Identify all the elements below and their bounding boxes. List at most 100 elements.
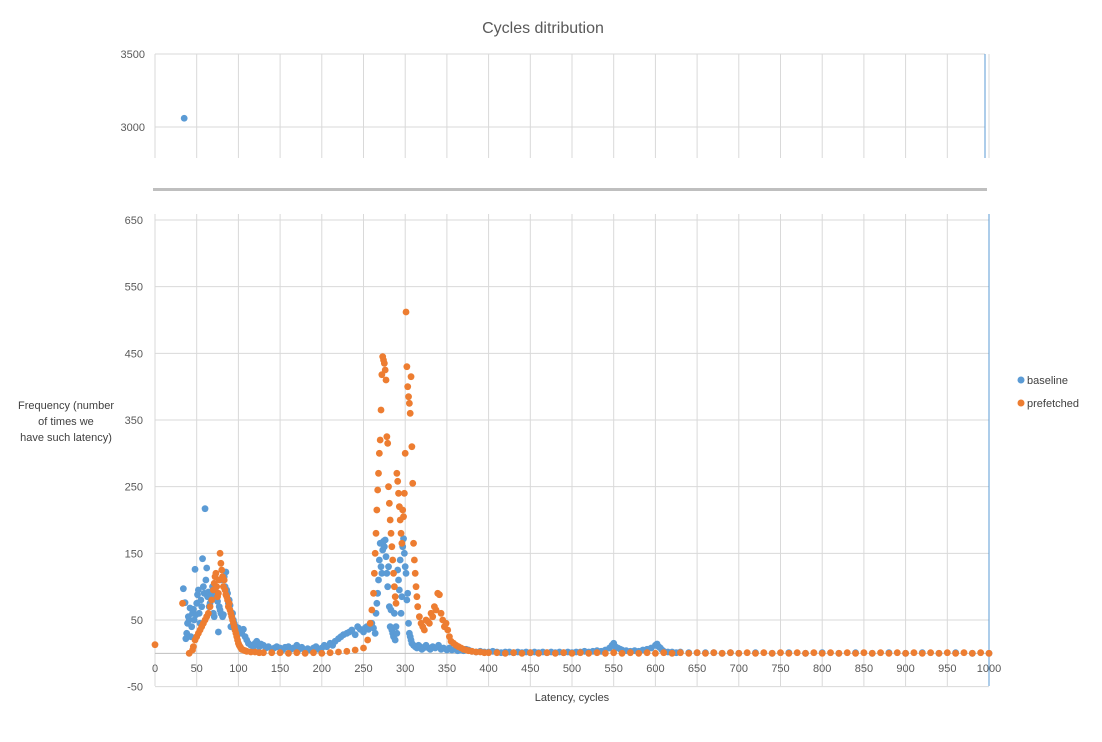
- scatter-point-prefetched: [389, 556, 397, 564]
- scatter-point-baseline: [195, 609, 203, 617]
- scatter-point-prefetched: [576, 649, 584, 657]
- scatter-point-prefetched: [510, 649, 518, 657]
- scatter-point-prefetched: [501, 649, 509, 657]
- scatter-point-prefetched: [413, 593, 421, 601]
- scatter-point-prefetched: [399, 506, 407, 514]
- scatter-point-prefetched: [285, 649, 292, 657]
- y-axis-label-line-2: of times we: [38, 416, 94, 428]
- scatter-point-prefetched: [442, 619, 450, 627]
- scatter-point-prefetched: [635, 649, 643, 657]
- scatter-point-prefetched: [301, 649, 309, 657]
- scatter-point-baseline: [188, 623, 196, 631]
- scatter-point-baseline: [383, 569, 391, 577]
- scatter-point-prefetched: [385, 483, 392, 491]
- scatter-point-prefetched: [660, 649, 668, 657]
- scatter-point-prefetched: [960, 649, 968, 657]
- scatter-point-prefetched: [977, 649, 985, 657]
- scatter-point-prefetched: [398, 539, 406, 547]
- scatter-point-baseline: [180, 114, 188, 122]
- x-axis-label: Latency, cycles: [535, 692, 610, 704]
- scatter-point-prefetched: [410, 539, 417, 547]
- scatter-point-baseline: [381, 536, 389, 544]
- scatter-point-prefetched: [213, 583, 221, 591]
- scatter-point-prefetched: [401, 449, 409, 457]
- scatter-point-prefetched: [375, 449, 383, 457]
- scatter-point-prefetched: [383, 433, 391, 441]
- y-tick-label: -50: [127, 682, 143, 694]
- scatter-point-baseline: [240, 625, 247, 633]
- scatter-point-prefetched: [375, 469, 382, 477]
- scatter-point-prefetched: [518, 649, 526, 657]
- scatter-point-baseline: [396, 556, 404, 564]
- scatter-point-prefetched: [425, 619, 433, 627]
- scatter-point-baseline: [380, 543, 388, 551]
- scatter-point-baseline: [197, 596, 205, 604]
- y-tick-labels: 3000 3500 -50 50 150 250 350 450 550 650: [121, 49, 145, 694]
- scatter-point-baseline: [214, 628, 222, 636]
- scatter-point-prefetched: [432, 606, 440, 614]
- scatter-point-prefetched: [400, 489, 408, 497]
- scatter-point-prefetched: [415, 613, 423, 621]
- scatter-point-prefetched: [585, 649, 593, 657]
- scatter-point-prefetched: [384, 439, 392, 447]
- scatter-point-prefetched: [493, 649, 501, 657]
- scatter-point-prefetched: [710, 649, 718, 657]
- legend: baseline prefetched: [1017, 375, 1079, 410]
- scatter-point-prefetched: [985, 649, 993, 657]
- scatter-point-baseline: [395, 586, 403, 594]
- scatter-point-baseline: [191, 565, 199, 573]
- y-tick-label: 450: [125, 348, 143, 360]
- scatter-point-prefetched: [760, 649, 768, 657]
- scatter-point-prefetched: [693, 649, 701, 657]
- scatter-point-prefetched: [368, 606, 376, 614]
- scatter-point-prefetched: [381, 366, 389, 374]
- scatter-point-prefetched: [351, 646, 359, 654]
- scatter-point-prefetched: [868, 649, 876, 657]
- x-tick-label: 950: [938, 663, 956, 675]
- scatter-point-prefetched: [952, 649, 960, 657]
- scatter-point-prefetched: [411, 569, 419, 577]
- scatter-point-prefetched: [404, 383, 412, 391]
- scatter-point-prefetched: [390, 569, 397, 577]
- scatter-point-baseline: [375, 556, 383, 564]
- scatter-point-baseline: [382, 553, 390, 561]
- lower-panel-grid: [154, 214, 990, 688]
- scatter-point-baseline: [371, 629, 379, 637]
- scatter-point-prefetched: [818, 649, 826, 657]
- scatter-point-baseline: [199, 555, 206, 563]
- scatter-point-prefetched: [543, 649, 551, 657]
- x-tick-label: 50: [191, 663, 203, 675]
- scatter-point-prefetched: [885, 649, 893, 657]
- scatter-point-prefetched: [852, 649, 859, 657]
- scatter-point-baseline: [395, 576, 402, 584]
- scatter-point-prefetched: [429, 613, 437, 621]
- scatter-point-prefetched: [943, 649, 951, 657]
- scatter-point-prefetched: [743, 649, 751, 657]
- scatter-point-baseline: [351, 631, 359, 639]
- scatter-point-baseline: [391, 636, 399, 644]
- x-tick-label: 150: [271, 663, 289, 675]
- scatter-point-prefetched: [372, 529, 380, 537]
- scatter-point-baseline: [404, 589, 412, 597]
- scatter-point-prefetched: [204, 609, 212, 617]
- scatter-point-baseline: [198, 603, 206, 611]
- scatter-point-prefetched: [276, 649, 284, 657]
- scatter-point-prefetched: [835, 649, 843, 657]
- series-prefetched: [151, 308, 993, 657]
- scatter-point-baseline: [400, 549, 408, 557]
- scatter-point-prefetched: [893, 649, 901, 657]
- scatter-point-prefetched: [216, 549, 224, 557]
- scatter-point-prefetched: [225, 599, 233, 607]
- scatter-point-prefetched: [387, 529, 395, 537]
- legend-label-baseline: baseline: [1027, 375, 1068, 387]
- scatter-point-prefetched: [393, 469, 401, 477]
- x-tick-label: 700: [730, 663, 748, 675]
- scatter-point-prefetched: [374, 486, 382, 494]
- scatter-point-prefetched: [643, 649, 651, 657]
- scatter-point-prefetched: [626, 649, 634, 657]
- scatter-point-prefetched: [217, 559, 225, 567]
- scatter-point-baseline: [393, 629, 401, 637]
- scatter-point-baseline: [403, 596, 411, 604]
- x-tick-label: 1000: [977, 663, 1001, 675]
- scatter-point-prefetched: [551, 649, 559, 657]
